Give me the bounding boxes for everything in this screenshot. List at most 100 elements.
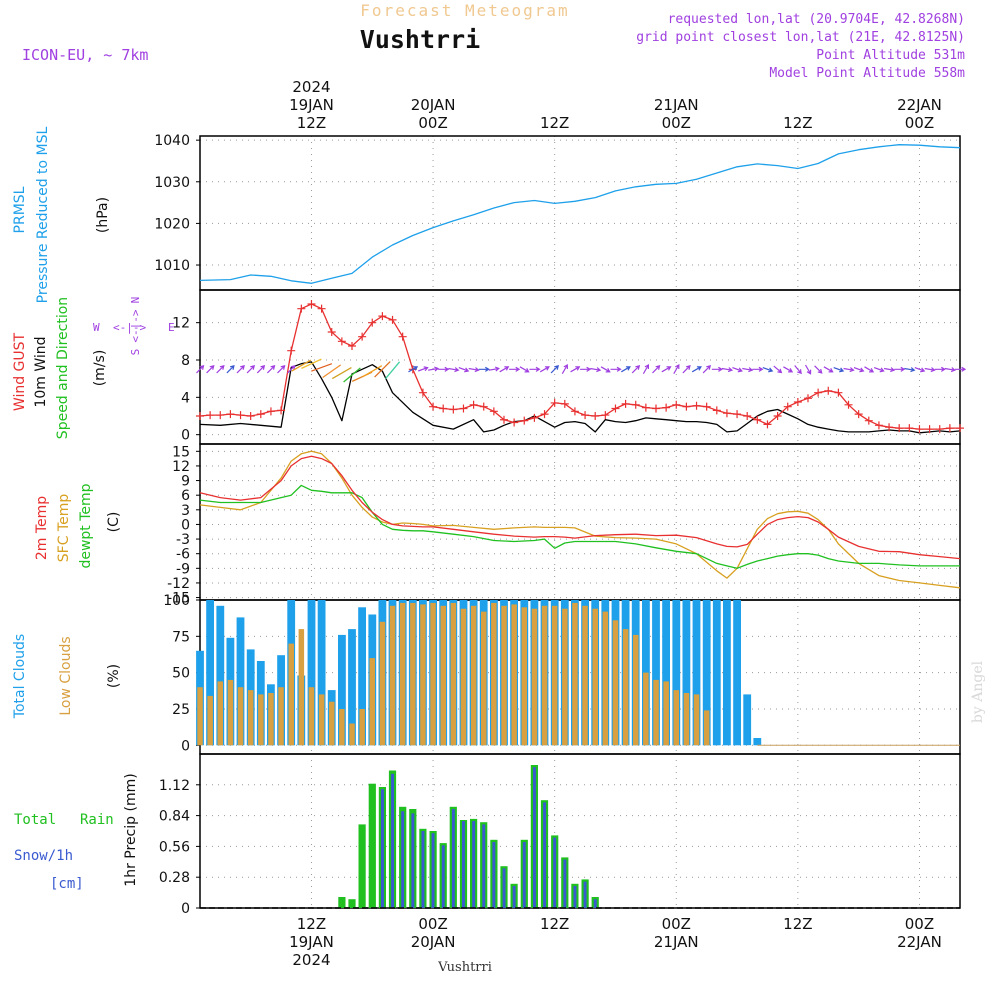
snow-bar	[573, 886, 577, 908]
total-cloud-bar	[338, 634, 346, 746]
gust-marker	[935, 425, 944, 434]
gust-marker	[662, 403, 671, 412]
gust-marker	[631, 400, 640, 409]
low-cloud-bar	[318, 694, 325, 746]
pressure-ytick-label: 1030	[154, 175, 190, 191]
gust-marker	[702, 402, 711, 411]
precip-total-bar	[358, 824, 366, 908]
wind-dir-arrow	[894, 366, 906, 372]
gust-marker	[510, 418, 519, 427]
snow-bar	[411, 813, 415, 908]
gust-marker	[570, 407, 579, 416]
precip-frame	[199, 753, 961, 909]
wind-dir-arrow	[196, 364, 205, 374]
top-time-label: 12Z	[297, 114, 326, 132]
total-cloud-bar	[652, 600, 660, 746]
gust-marker	[733, 410, 742, 419]
gust-marker	[226, 410, 235, 419]
temp-ytick-label: 6	[181, 488, 190, 504]
temp-ytick-label: 12	[172, 459, 190, 475]
gust-marker	[216, 411, 225, 420]
gust-marker	[550, 398, 559, 407]
temp-ytick-label: -15	[167, 591, 190, 607]
wind-dir-arrow	[642, 363, 649, 374]
wind-dir-arrow	[721, 367, 734, 373]
precip-rain-label: Rain	[80, 812, 114, 828]
bottom-time-label: 00Z	[418, 915, 447, 933]
wind-dir-arrow	[762, 367, 774, 373]
gust-marker	[712, 406, 721, 415]
gust-marker	[763, 420, 772, 429]
low-cloud-bar	[521, 607, 527, 746]
wind-dir-arrow	[620, 366, 631, 373]
wind-dir-arrow	[711, 366, 723, 372]
wind-dir-arrow	[610, 366, 622, 372]
wind-dir-arrow	[904, 367, 916, 373]
bottom-time-label: 22JAN	[897, 933, 942, 951]
low-cloud-bar	[673, 690, 679, 746]
temp-sfc-label: SFC Temp	[56, 494, 72, 563]
model-label: ICON-EU, ~ 7km	[22, 46, 148, 64]
low-cloud-bar	[359, 709, 365, 746]
gust-marker	[256, 410, 265, 419]
snow-bar	[472, 821, 476, 908]
gust-marker	[854, 410, 863, 419]
total-cloud-bar	[702, 600, 711, 746]
total-cloud-bar	[743, 694, 752, 746]
gust-marker	[378, 312, 387, 321]
total-cloud-bar	[307, 600, 316, 746]
wind-dir-arrow	[814, 365, 823, 374]
total-cloud-bar	[733, 600, 741, 746]
gust-marker	[560, 399, 569, 408]
low-cloud-bar	[379, 621, 386, 746]
low-cloud-bar	[531, 608, 538, 746]
pressure-unit: (hPa)	[95, 197, 111, 233]
top-time-label: 20JAN	[411, 96, 456, 114]
wind-dir-arrow	[804, 364, 812, 375]
pressure-ytick-label: 1020	[154, 216, 190, 232]
snow-bar	[563, 859, 567, 908]
gust-marker	[722, 409, 731, 418]
wind-dir-arrow	[226, 364, 235, 374]
footer-location: Vushtrri	[437, 960, 492, 975]
wind-dir-arrow	[914, 367, 926, 373]
top-time-label: 22JAN	[897, 96, 942, 114]
wind-dir-arrow	[550, 364, 560, 374]
bottom-time-label: 12Z	[297, 915, 326, 933]
low-cloud-bar	[562, 608, 568, 746]
compass-arrows: <-|->	[113, 321, 146, 334]
wind-ytick-label: 8	[181, 353, 190, 369]
gust-marker	[844, 400, 853, 409]
precip-ytick-label: 1.12	[159, 778, 190, 794]
wind-gust-label: Wind GUST	[12, 332, 28, 411]
clouds-ytick-label: 50	[172, 666, 190, 682]
wind-dir-arrow	[590, 367, 602, 373]
wind-dir-arrow	[955, 366, 967, 372]
gust-marker	[956, 424, 964, 433]
wind-dir-arrow	[833, 367, 845, 373]
total-cloud-bar	[358, 607, 366, 746]
low-cloud-bar	[643, 672, 649, 746]
gust-marker	[348, 342, 356, 350]
low-cloud-bar	[460, 608, 467, 746]
gust-marker	[581, 411, 590, 420]
clouds-ytick-label: 75	[172, 629, 190, 645]
strong-wind-arrow	[385, 361, 401, 380]
precip-total-bar	[368, 783, 376, 908]
low-cloud-bar	[197, 687, 203, 746]
compass-n: N	[129, 297, 142, 304]
wind-dir-arrow	[702, 364, 712, 374]
total-cloud-bar	[662, 600, 670, 746]
low-cloud-bar	[491, 602, 497, 746]
gust-marker	[641, 403, 650, 412]
location-title: Vushtrri	[360, 25, 480, 54]
gust-marker	[327, 328, 336, 336]
gust-marker	[895, 424, 904, 433]
wind-dir-arrow	[438, 366, 450, 372]
pressure-label-prmsl: PRMSL	[12, 186, 28, 233]
temp-ytick-label: 9	[181, 474, 190, 490]
snow-bar	[492, 842, 496, 908]
wind-dir-arrow	[864, 366, 875, 373]
compass-e: E	[168, 321, 175, 334]
